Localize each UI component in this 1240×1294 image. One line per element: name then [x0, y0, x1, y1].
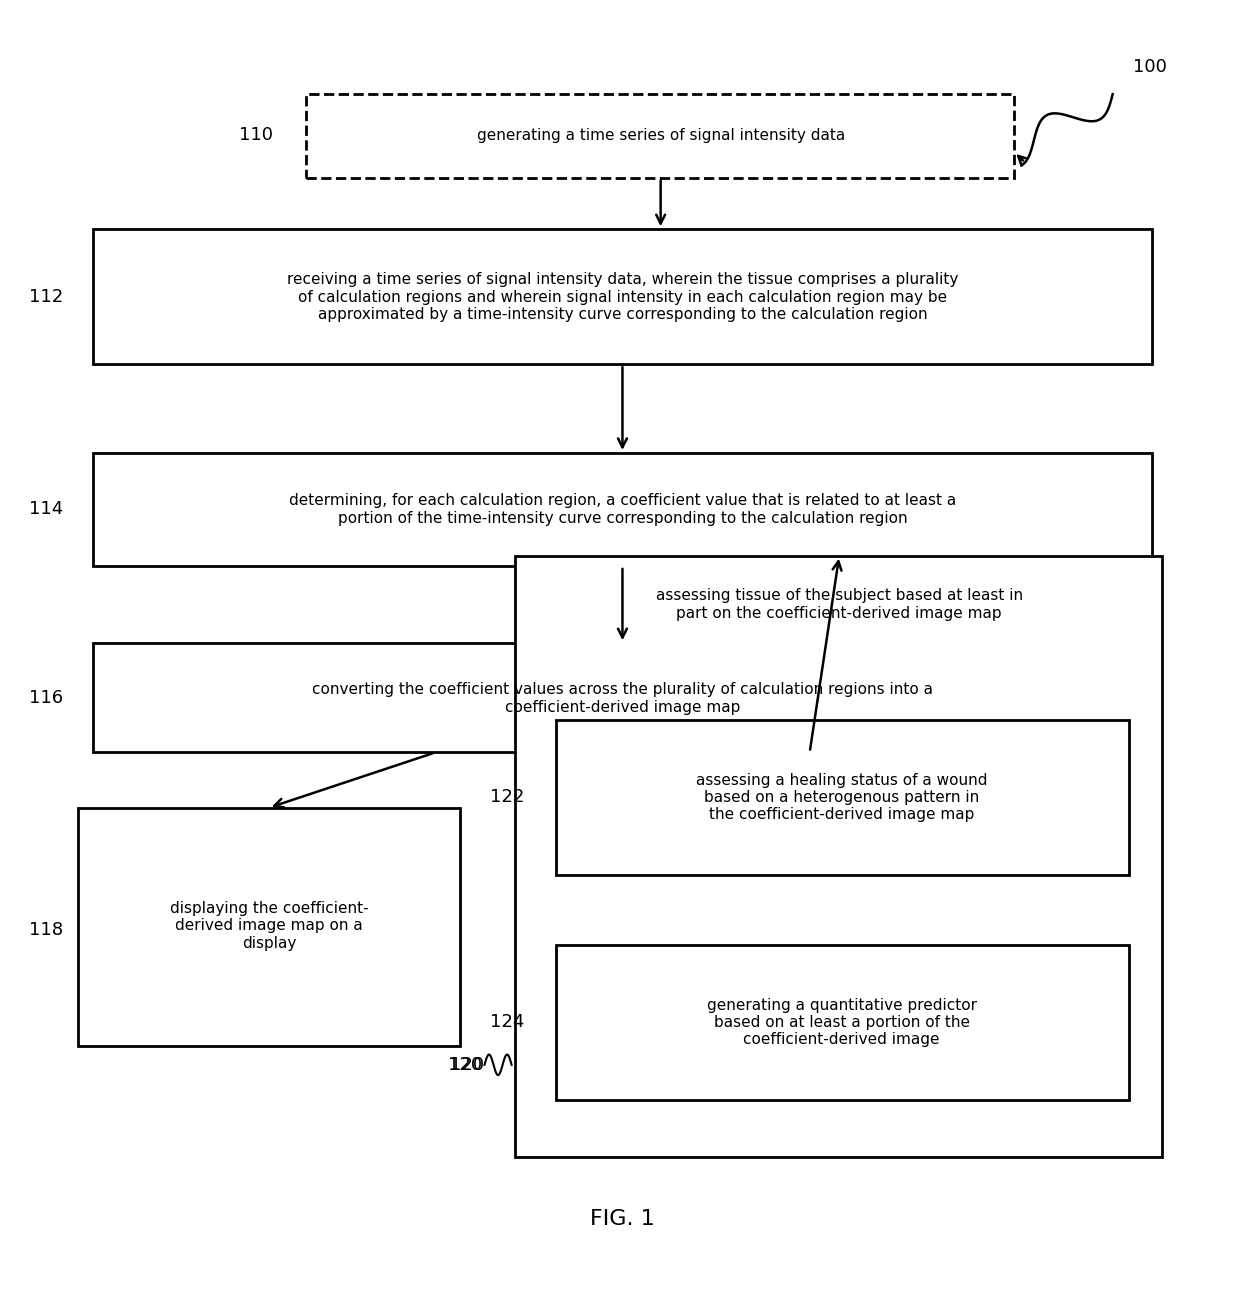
- Text: 100: 100: [1132, 58, 1167, 76]
- Text: assessing tissue of the subject based at least in
part on the coefficient-derive: assessing tissue of the subject based at…: [656, 589, 1023, 621]
- Text: converting the coefficient values across the plurality of calculation regions in: converting the coefficient values across…: [312, 682, 932, 714]
- Text: assessing a healing status of a wound
based on a heterogenous pattern in
the coe: assessing a healing status of a wound ba…: [696, 773, 987, 822]
- Text: generating a quantitative predictor
based on at least a portion of the
coefficie: generating a quantitative predictor base…: [707, 998, 977, 1047]
- Text: generating a time series of signal intensity data: generating a time series of signal inten…: [476, 128, 844, 142]
- Text: FIG. 1: FIG. 1: [590, 1209, 655, 1229]
- Text: receiving a time series of signal intensity data, wherein the tissue comprises a: receiving a time series of signal intens…: [286, 273, 959, 322]
- Bar: [93, 643, 1152, 752]
- Text: 124: 124: [490, 1013, 525, 1031]
- Text: 112: 112: [29, 289, 63, 307]
- Bar: [516, 555, 1162, 1157]
- Bar: [93, 229, 1152, 364]
- Bar: [556, 946, 1128, 1100]
- Text: 118: 118: [30, 921, 63, 939]
- Bar: [93, 453, 1152, 565]
- Text: 122: 122: [490, 788, 525, 806]
- Bar: [78, 807, 460, 1046]
- Text: determining, for each calculation region, a coefficient value that is related to: determining, for each calculation region…: [289, 493, 956, 525]
- Text: 120: 120: [450, 1056, 485, 1074]
- Text: 110: 110: [238, 127, 273, 145]
- Bar: [556, 721, 1128, 875]
- Text: displaying the coefficient-
derived image map on a
display: displaying the coefficient- derived imag…: [170, 901, 368, 951]
- Bar: [306, 94, 1014, 177]
- Text: 114: 114: [29, 501, 63, 519]
- Text: 116: 116: [30, 690, 63, 708]
- Text: 120: 120: [448, 1056, 482, 1074]
